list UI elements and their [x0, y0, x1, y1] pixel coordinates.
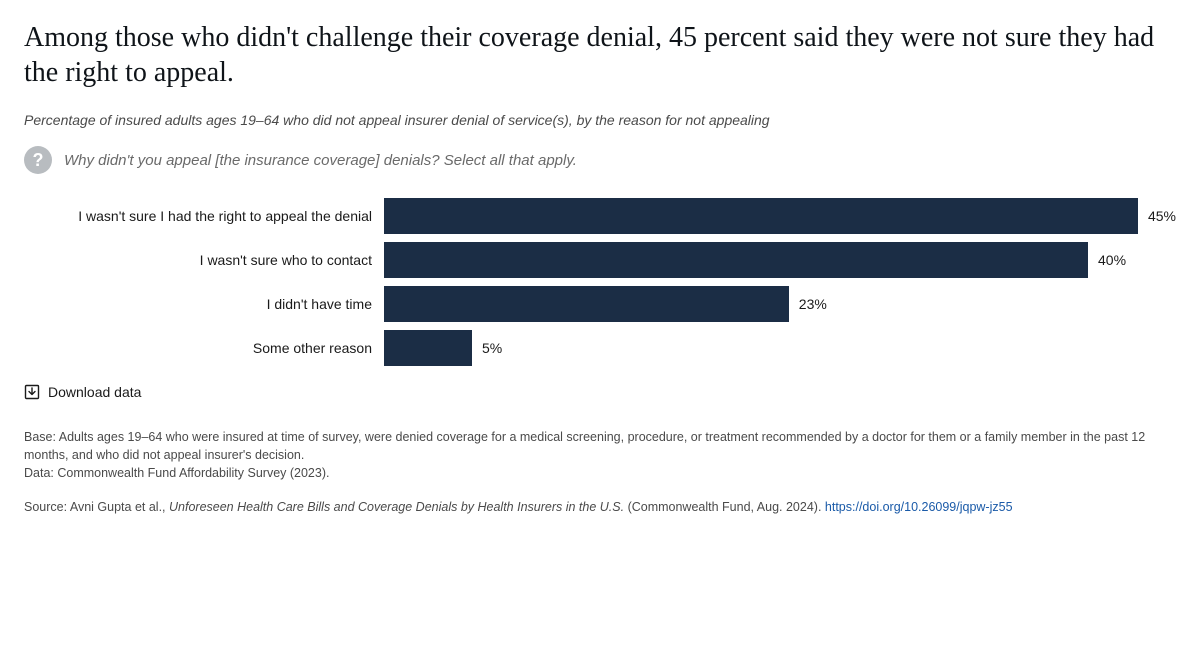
bar-track: 45%: [384, 198, 1176, 234]
footnote-base: Base: Adults ages 19–64 who were insured…: [24, 428, 1176, 464]
question-mark-icon: ?: [24, 146, 52, 174]
source-title: Unforeseen Health Care Bills and Coverag…: [169, 500, 624, 514]
source-prefix: Source: Avni Gupta et al.,: [24, 500, 169, 514]
bar-fill: [384, 330, 472, 366]
bar-fill: [384, 198, 1138, 234]
chart-title: Among those who didn't challenge their c…: [24, 20, 1176, 90]
bar-row: I wasn't sure who to contact 40%: [24, 242, 1176, 278]
bar-label: I wasn't sure who to contact: [24, 252, 384, 268]
bar-chart: I wasn't sure I had the right to appeal …: [24, 198, 1176, 366]
chart-subtitle: Percentage of insured adults ages 19–64 …: [24, 112, 1176, 128]
bar-row: I didn't have time 23%: [24, 286, 1176, 322]
bar-value: 40%: [1098, 252, 1126, 268]
source-link[interactable]: https://doi.org/10.26099/jqpw-jz55: [825, 500, 1013, 514]
bar-label: I didn't have time: [24, 296, 384, 312]
bar-track: 5%: [384, 330, 1176, 366]
source-line: Source: Avni Gupta et al., Unforeseen He…: [24, 498, 1176, 516]
bar-fill: [384, 242, 1088, 278]
bar-label: I wasn't sure I had the right to appeal …: [24, 208, 384, 224]
bar-fill: [384, 286, 789, 322]
bar-value: 45%: [1148, 208, 1176, 224]
bar-label: Some other reason: [24, 340, 384, 356]
bar-value: 23%: [799, 296, 827, 312]
question-row: ? Why didn't you appeal [the insurance c…: [24, 146, 1176, 174]
download-icon: [24, 384, 40, 400]
download-data-button[interactable]: Download data: [24, 384, 1176, 400]
bar-track: 40%: [384, 242, 1176, 278]
footnote-data: Data: Commonwealth Fund Affordability Su…: [24, 464, 1176, 482]
bar-track: 23%: [384, 286, 1176, 322]
question-text: Why didn't you appeal [the insurance cov…: [64, 152, 577, 169]
download-label: Download data: [48, 384, 141, 400]
bar-row: I wasn't sure I had the right to appeal …: [24, 198, 1176, 234]
footnote-block: Base: Adults ages 19–64 who were insured…: [24, 428, 1176, 482]
bar-value: 5%: [482, 340, 502, 356]
source-suffix: (Commonwealth Fund, Aug. 2024).: [624, 500, 825, 514]
bar-row: Some other reason 5%: [24, 330, 1176, 366]
